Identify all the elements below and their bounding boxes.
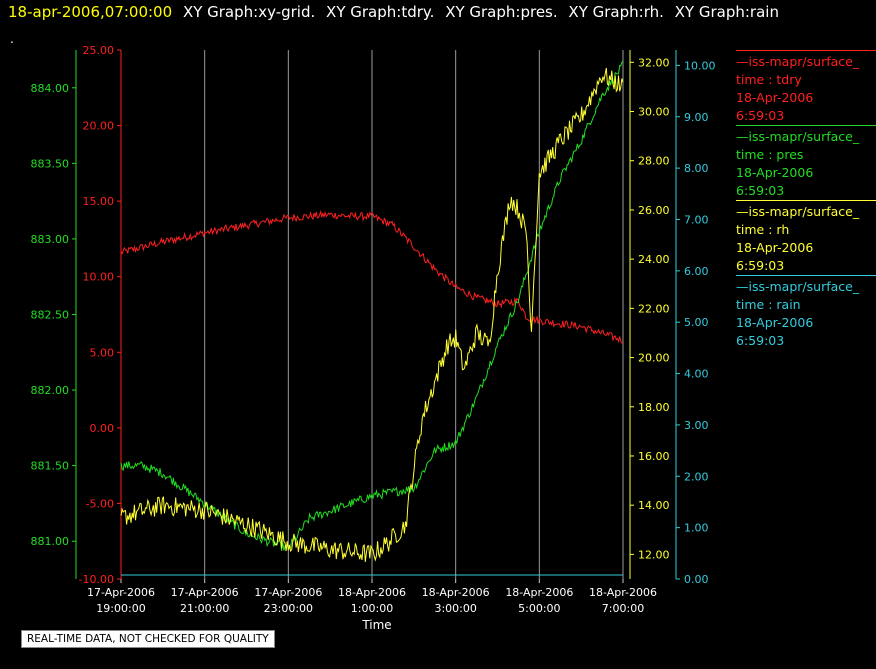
rh-tick-label: 12.00: [638, 548, 670, 561]
graph-title-bar: 18-apr-2006,07:00:00 XY Graph:xy-grid. X…: [8, 3, 779, 21]
tdry-tick-label: 5.00: [90, 346, 115, 359]
tdry-tick-label: -10.00: [79, 573, 114, 586]
pres-tick-label: 881.00: [31, 535, 70, 548]
graph-name-pres: XY Graph:pres.: [445, 3, 558, 21]
legend-time: 6:59:03: [736, 108, 785, 123]
rh-tick-label: 28.00: [638, 155, 670, 168]
x-tick-label: 7:00:00: [602, 602, 644, 615]
x-tick-label: 18-Apr-2006: [422, 586, 490, 599]
tdry-tick-label: 0.00: [90, 422, 115, 435]
pres-tick-label: 881.50: [31, 460, 70, 473]
x-tick-label: 17-Apr-2006: [87, 586, 155, 599]
rain-tick-label: 8.00: [684, 162, 709, 175]
rain-tick-label: 10.00: [684, 59, 716, 72]
pres-tick-label: 884.00: [31, 82, 70, 95]
pres-tick-label: 883.00: [31, 233, 70, 246]
rh-tick-label: 20.00: [638, 352, 670, 365]
legend-variable: time : tdry: [736, 72, 802, 87]
legend-date: 18-Apr-2006: [736, 240, 814, 255]
pres-tick-label: 882.50: [31, 309, 70, 322]
pres-tick-label: 883.50: [31, 157, 70, 170]
legend-entry-tdry: —iss-mapr/surface_ time : tdry 18-Apr-20…: [736, 50, 876, 123]
rain-tick-label: 6.00: [684, 265, 709, 278]
x-tick-label: 19:00:00: [96, 602, 145, 615]
tdry-tick-label: -5.00: [86, 497, 114, 510]
legend-time: 6:59:03: [736, 183, 785, 198]
x-tick-label: 21:00:00: [180, 602, 229, 615]
status-marker: .: [10, 32, 14, 46]
tdry-tick-label: 20.00: [83, 120, 115, 133]
rh-tick-label: 32.00: [638, 56, 670, 69]
legend-date: 18-Apr-2006: [736, 90, 814, 105]
pres-tick-label: 882.00: [31, 384, 70, 397]
rh-tick-label: 18.00: [638, 401, 670, 414]
legend-date: 18-Apr-2006: [736, 315, 814, 330]
legend-entry-rain: —iss-mapr/surface_ time : rain 18-Apr-20…: [736, 275, 876, 348]
legend-time: 6:59:03: [736, 333, 785, 348]
x-tick-label: 18-Apr-2006: [338, 586, 406, 599]
rh-tick-label: 14.00: [638, 499, 670, 512]
x-tick-label: 5:00:00: [518, 602, 560, 615]
legend-entry-pres: —iss-mapr/surface_ time : pres 18-Apr-20…: [736, 125, 876, 198]
series-line-tdry: [120, 209, 624, 344]
rain-tick-label: 3.00: [684, 419, 709, 432]
rain-tick-label: 9.00: [684, 111, 709, 124]
timestamp: 18-apr-2006,07:00:00: [8, 3, 173, 21]
legend-source: —iss-mapr/surface_: [736, 129, 860, 144]
x-tick-label: 1:00:00: [351, 602, 393, 615]
rain-tick-label: 4.00: [684, 368, 709, 381]
tdry-tick-label: 10.00: [83, 271, 115, 284]
legend-variable: time : rain: [736, 297, 801, 312]
x-tick-label: 17-Apr-2006: [254, 586, 322, 599]
rain-tick-label: 5.00: [684, 316, 709, 329]
x-tick-label: 18-Apr-2006: [589, 586, 657, 599]
rh-tick-label: 22.00: [638, 302, 670, 315]
legend-variable: time : pres: [736, 147, 804, 162]
legend-variable: time : rh: [736, 222, 790, 237]
rain-tick-label: 0.00: [684, 573, 709, 586]
x-tick-label: 17-Apr-2006: [171, 586, 239, 599]
x-tick-label: 18-Apr-2006: [505, 586, 573, 599]
x-tick-label: 23:00:00: [264, 602, 313, 615]
legend-source: —iss-mapr/surface_: [736, 204, 860, 219]
graph-name-rh: XY Graph:rh.: [568, 3, 664, 21]
legend: —iss-mapr/surface_ time : tdry 18-Apr-20…: [736, 50, 876, 350]
rain-tick-label: 7.00: [684, 213, 709, 226]
rh-tick-label: 26.00: [638, 204, 670, 217]
rain-tick-label: 2.00: [684, 470, 709, 483]
x-tick-label: 3:00:00: [434, 602, 476, 615]
legend-date: 18-Apr-2006: [736, 165, 814, 180]
rh-tick-label: 24.00: [638, 253, 670, 266]
tdry-tick-label: 15.00: [83, 195, 115, 208]
legend-entry-rh: —iss-mapr/surface_ time : rh 18-Apr-2006…: [736, 200, 876, 273]
rh-tick-label: 16.00: [638, 450, 670, 463]
quality-warning: REAL-TIME DATA, NOT CHECKED FOR QUALITY: [21, 630, 275, 648]
legend-time: 6:59:03: [736, 258, 785, 273]
x-axis-label: Time: [361, 618, 391, 632]
rh-tick-label: 30.00: [638, 106, 670, 119]
graph-name-rain: XY Graph:rain: [674, 3, 779, 21]
legend-source: —iss-mapr/surface_: [736, 279, 860, 294]
graph-name-xy-grid: XY Graph:xy-grid.: [182, 3, 316, 21]
rain-tick-label: 1.00: [684, 522, 709, 535]
legend-source: —iss-mapr/surface_: [736, 54, 860, 69]
series-line-rh: [120, 67, 624, 562]
tdry-tick-label: 25.00: [83, 44, 115, 57]
graph-name-tdry: XY Graph:tdry.: [326, 3, 435, 21]
series-line-pres: [120, 60, 624, 551]
